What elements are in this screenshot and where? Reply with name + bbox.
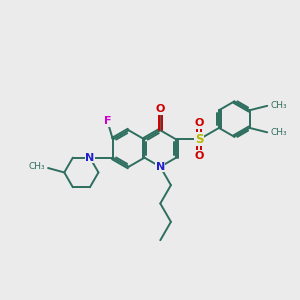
Text: S: S xyxy=(195,133,203,146)
Text: CH₃: CH₃ xyxy=(28,162,45,171)
Text: O: O xyxy=(194,151,204,160)
Text: F: F xyxy=(103,116,111,126)
Text: CH₃: CH₃ xyxy=(270,128,287,137)
Text: N: N xyxy=(85,153,94,163)
Text: CH₃: CH₃ xyxy=(270,101,287,110)
Text: N: N xyxy=(156,162,165,172)
Text: O: O xyxy=(194,118,204,128)
Text: O: O xyxy=(156,104,165,114)
